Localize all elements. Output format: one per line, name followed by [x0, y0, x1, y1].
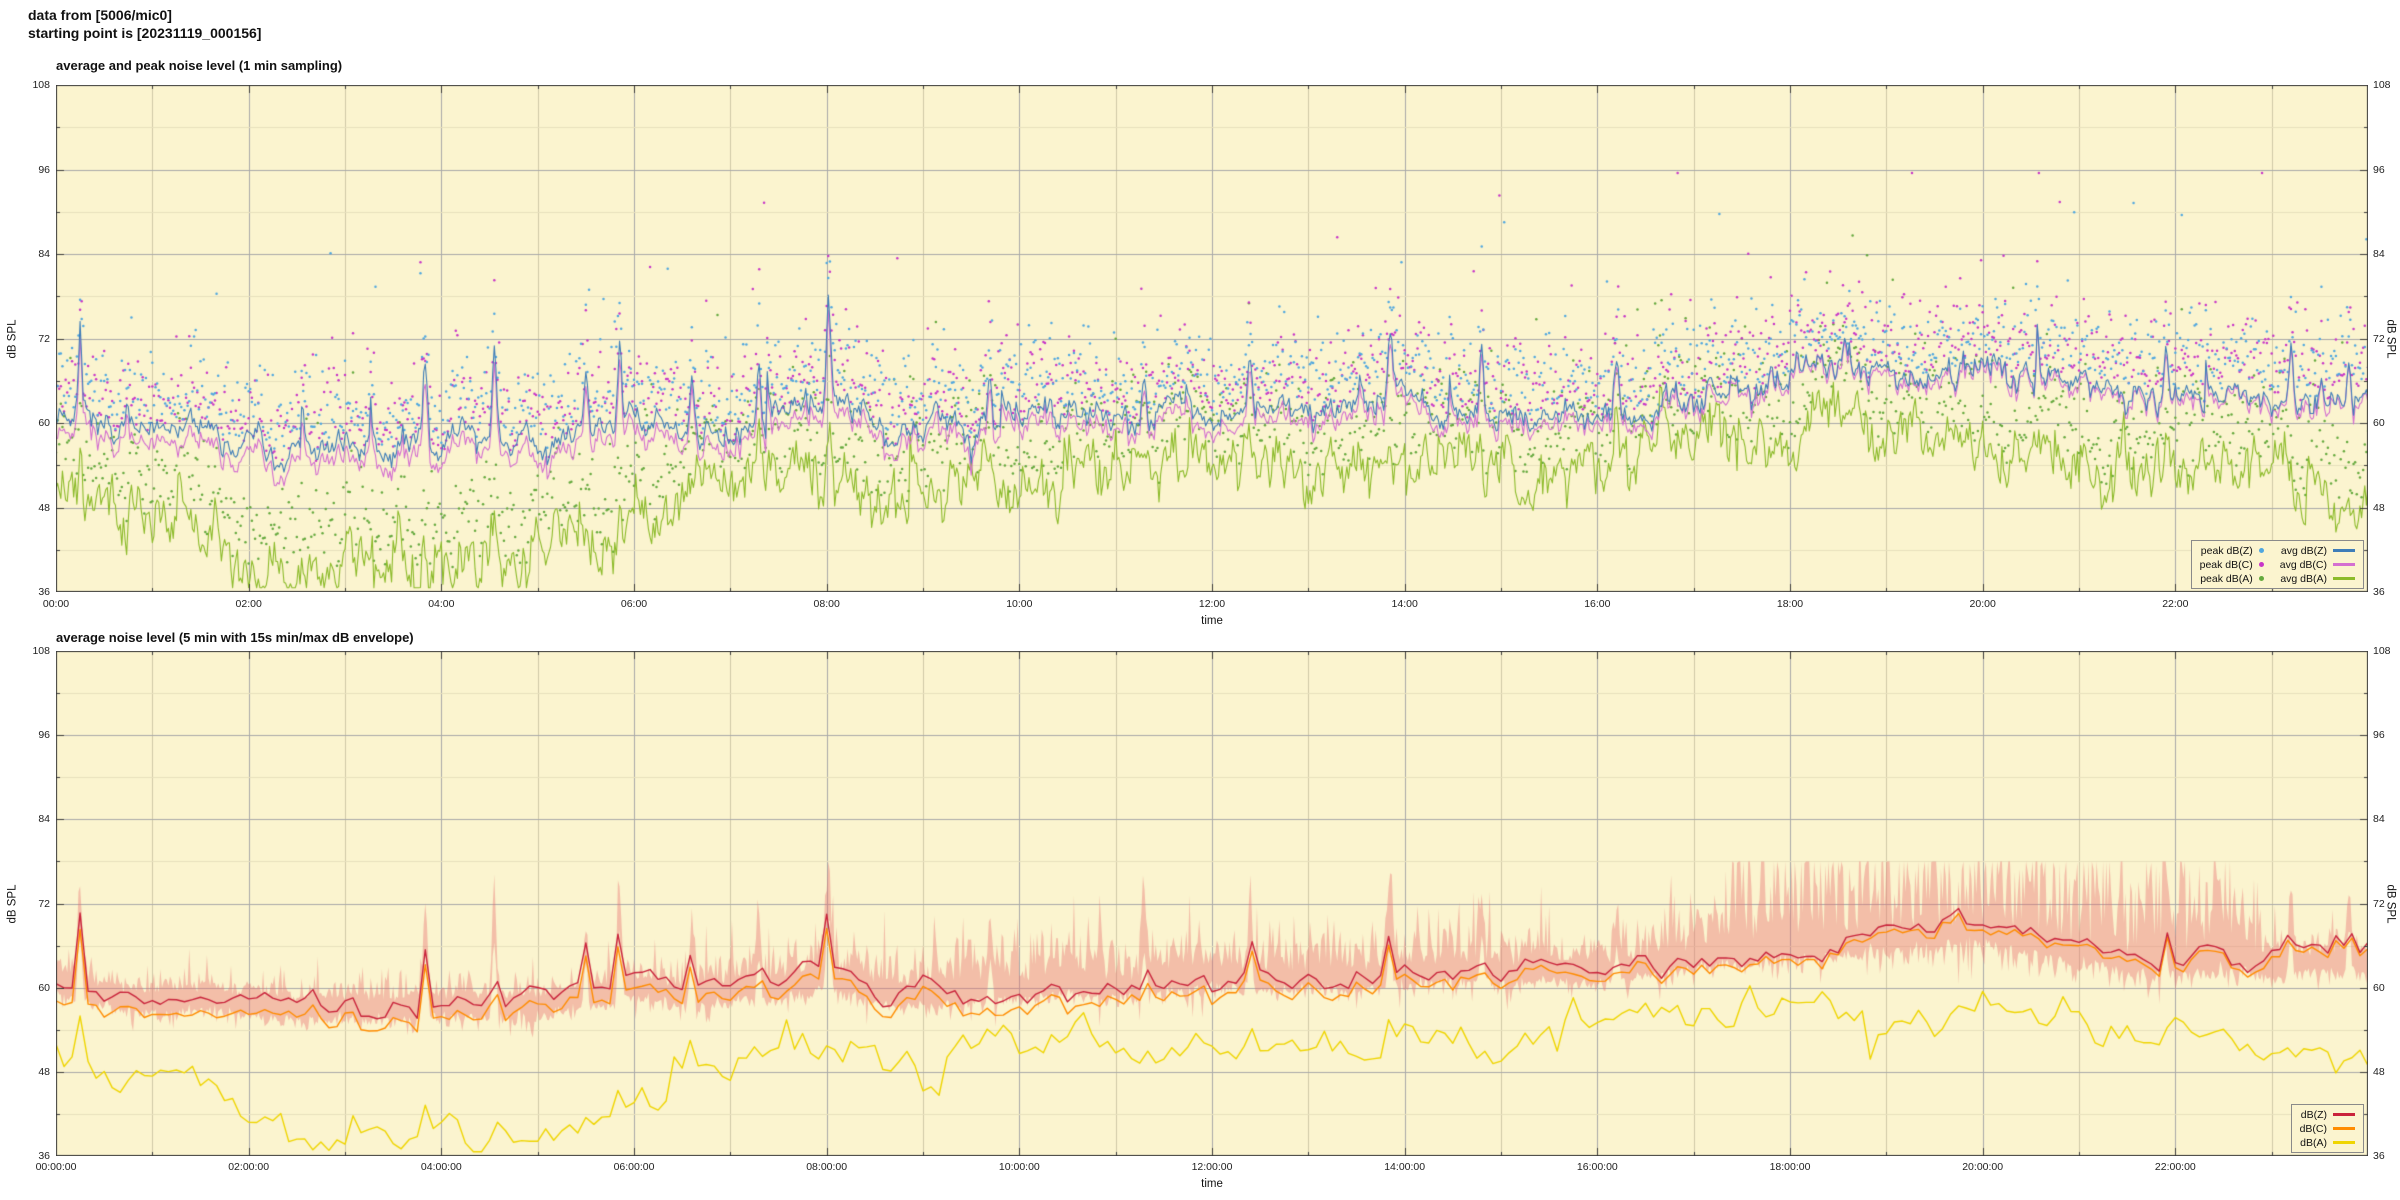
legend-label: peak dB(Z) — [2200, 544, 2253, 557]
legend-entry: avg dB(A) — [2280, 572, 2355, 585]
legend-label: peak dB(C) — [2199, 558, 2253, 571]
y-tick-label: 96 — [38, 729, 50, 742]
x-tick-label: 00:00:00 — [35, 1161, 77, 1173]
legend-entry: avg dB(Z) — [2280, 544, 2355, 557]
y-tick-label: 48 — [2373, 501, 2385, 514]
x-tick-label: 12:00 — [1198, 598, 1226, 610]
legend-entry: avg dB(C) — [2280, 558, 2355, 571]
ylabel-text: dB SPL — [2384, 319, 2396, 358]
y-tick-label: 84 — [2373, 813, 2385, 826]
x-tick-label: 14:00:00 — [1384, 1161, 1426, 1173]
legend-line-swatch — [2333, 1141, 2355, 1144]
x-tick-label: 22:00:00 — [2154, 1161, 2196, 1173]
legend-entry: peak dB(C) — [2200, 558, 2264, 571]
legend-label: avg dB(Z) — [2280, 544, 2327, 557]
x-tick-label: 10:00 — [1006, 598, 1033, 610]
x-tick-label: 22:00 — [2162, 598, 2189, 610]
y-tick-label: 108 — [2373, 79, 2391, 91]
legend-entry: peak dB(A) — [2200, 572, 2264, 585]
y-tick-label: 36 — [38, 1150, 50, 1162]
x-tick-label: 00:00 — [42, 598, 70, 610]
x-tick-label: 02:00:00 — [228, 1161, 270, 1173]
y-tick-label: 60 — [2373, 417, 2385, 429]
y-tick-label: 72 — [38, 897, 50, 910]
legend-dot-swatch — [2258, 576, 2264, 581]
bottom-chart-xlabel: time — [1201, 1178, 1223, 1190]
y-tick-label: 72 — [2373, 897, 2385, 910]
legend-dot-swatch — [2258, 562, 2264, 567]
y-tick-label: 60 — [2373, 981, 2385, 994]
y-tick-label: 84 — [38, 248, 50, 260]
x-tick-label: 18:00:00 — [1769, 1161, 1811, 1173]
x-tick-label: 02:00 — [235, 598, 262, 610]
top-chart-xlabel: time — [1201, 615, 1223, 627]
y-tick-label: 108 — [32, 645, 50, 657]
y-tick-label: 108 — [32, 79, 50, 91]
y-tick-label: 48 — [38, 1065, 50, 1078]
top-chart-plot-area — [56, 85, 2368, 592]
x-tick-label: 04:00 — [428, 598, 455, 610]
y-tick-label: 36 — [38, 586, 50, 598]
legend-line-swatch — [2333, 1127, 2355, 1130]
legend-label: peak dB(A) — [2200, 572, 2253, 585]
x-tick-label: 16:00:00 — [1576, 1161, 1618, 1173]
y-tick-label: 96 — [2373, 729, 2385, 742]
y-tick-label: 48 — [38, 501, 50, 514]
x-tick-label: 20:00 — [1969, 598, 1996, 610]
x-tick-label: 20:00:00 — [1962, 1161, 2004, 1173]
x-tick-label: 08:00 — [813, 598, 840, 610]
legend-label: avg dB(C) — [2279, 558, 2327, 571]
legend-entry: peak dB(Z) — [2200, 544, 2264, 557]
x-tick-label: 14:00 — [1391, 598, 1418, 610]
legend-dot-swatch — [2258, 548, 2264, 553]
x-tick-label: 12:00:00 — [1191, 1161, 1233, 1173]
legend-line-swatch — [2333, 577, 2355, 580]
bottom-chart-canvas — [56, 651, 2368, 1156]
legend-line-swatch — [2333, 1113, 2355, 1116]
y-tick-label: 48 — [2373, 1065, 2385, 1078]
y-tick-label: 72 — [2373, 332, 2385, 345]
legend-entry: dB(C) — [2300, 1122, 2355, 1135]
y-tick-label: 72 — [38, 332, 50, 345]
header-line-1: data from [5006/mic0] — [28, 7, 172, 23]
header-line-2: starting point is [20231119_000156] — [28, 25, 262, 41]
y-tick-label: 60 — [38, 417, 50, 429]
bottom-chart-legend: dB(Z) dB(C) dB(A) — [2290, 1104, 2364, 1153]
y-tick-label: 84 — [38, 813, 50, 826]
bottom-chart-title: average noise level (5 min with 15s min/… — [56, 630, 414, 645]
x-tick-label: 10:00:00 — [998, 1161, 1040, 1173]
legend-line-swatch — [2333, 549, 2355, 552]
y-tick-label: 36 — [2373, 1150, 2385, 1162]
legend-label: dB(A) — [2300, 1136, 2327, 1149]
y-tick-label: 60 — [38, 981, 50, 994]
legend-label: dB(C) — [2299, 1122, 2327, 1135]
top-chart-legend: peak dB(Z) avg dB(Z) peak dB(C) avg dB(C… — [2190, 540, 2364, 589]
y-tick-label: 36 — [2373, 586, 2385, 598]
x-tick-label: 08:00:00 — [806, 1161, 848, 1173]
legend-line-swatch — [2333, 563, 2355, 566]
legend-label: avg dB(A) — [2280, 572, 2327, 585]
x-tick-label: 06:00 — [620, 598, 648, 610]
x-tick-label: 16:00 — [1584, 598, 1611, 610]
x-tick-label: 06:00:00 — [613, 1161, 655, 1173]
top-chart-canvas — [56, 85, 2368, 592]
legend-entry: dB(A) — [2300, 1136, 2355, 1149]
y-tick-label: 84 — [2373, 248, 2385, 260]
top-chart-title: average and peak noise level (1 min samp… — [56, 58, 343, 73]
bottom-chart-plot-area — [56, 651, 2368, 1156]
legend-label: dB(Z) — [2300, 1108, 2327, 1121]
y-tick-label: 96 — [38, 163, 50, 176]
legend-entry: dB(Z) — [2300, 1108, 2355, 1121]
x-tick-label: 04:00:00 — [420, 1161, 462, 1173]
x-tick-label: 18:00 — [1776, 598, 1804, 610]
ylabel-text: dB SPL — [2384, 884, 2396, 923]
y-tick-label: 96 — [2373, 163, 2385, 176]
y-tick-label: 108 — [2373, 645, 2391, 657]
